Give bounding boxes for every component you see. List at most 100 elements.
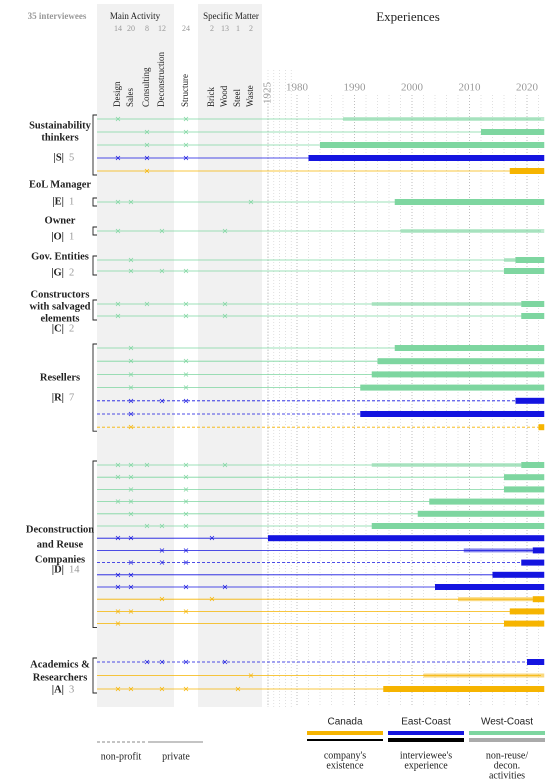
activity-mark: ×: [183, 473, 190, 482]
activity-mark: ×: [183, 396, 190, 405]
legend-style: non-profit: [101, 751, 142, 762]
experience-bar: [343, 117, 545, 121]
activity-mark: ×: [128, 509, 135, 518]
activity-mark: ×: [115, 534, 122, 543]
group-label: Resellers: [40, 372, 80, 383]
activity-mark: ×: [115, 227, 122, 236]
column-label: Sales: [125, 88, 135, 107]
bracket: [92, 255, 97, 276]
activity-mark: ×: [222, 300, 229, 309]
bracket: [92, 226, 97, 236]
legend-swatch: [388, 731, 464, 735]
activity-mark: ×: [183, 115, 190, 124]
year-label: 2010: [459, 82, 482, 94]
legend-kind: decon.: [494, 760, 520, 771]
activity-mark: ×: [183, 658, 190, 667]
activity-mark: ×: [128, 558, 135, 567]
activity-mark: ×: [183, 509, 190, 518]
activity-mark: ×: [159, 522, 166, 531]
experience-bar: [492, 571, 545, 578]
activity-mark: ×: [222, 658, 229, 667]
experience-bar: [400, 229, 545, 233]
activity-mark: ×: [183, 685, 190, 694]
activity-mark: ×: [128, 461, 135, 470]
activity-mark: ×: [144, 128, 151, 137]
group-code: |C|: [52, 323, 64, 334]
activity-mark: ×: [115, 198, 122, 207]
activity-mark: ×: [183, 154, 190, 163]
activity-mark: ×: [115, 619, 122, 628]
column-count: 20: [127, 24, 135, 33]
experience-bar: [504, 620, 545, 627]
column-label: Consulting: [141, 67, 151, 107]
group-label: Researchers: [33, 672, 88, 683]
activity-mark: ×: [235, 685, 242, 694]
experience-bar: [320, 142, 545, 148]
experience-bar: [509, 608, 545, 615]
experience-bar: [521, 313, 545, 319]
bracket: [92, 114, 97, 176]
experience-bar: [504, 258, 516, 262]
activity-mark: ×: [183, 312, 190, 321]
experience-bar: [532, 596, 545, 603]
experience-bar: [521, 301, 545, 307]
group-count: 5: [69, 152, 74, 163]
activity-mark: ×: [115, 300, 122, 309]
column-count: 13: [221, 24, 229, 33]
experience-bar: [458, 597, 533, 602]
activity-mark: ×: [144, 154, 151, 163]
activity-mark: ×: [128, 267, 135, 276]
group-count: 1: [69, 196, 74, 207]
activity-band: [97, 4, 174, 707]
legend-swatch: [307, 731, 383, 735]
group-label: Owner: [45, 215, 76, 226]
experience-bar: [463, 548, 533, 553]
experience-bar: [423, 673, 545, 678]
legend-style: private: [162, 751, 190, 762]
activity-mark: ×: [128, 685, 135, 694]
activity-mark: ×: [183, 141, 190, 150]
activity-mark: ×: [115, 312, 122, 321]
group-count: 2: [69, 323, 74, 334]
experience-bar: [521, 559, 545, 566]
experience-bar: [371, 371, 545, 378]
experience-bar: [515, 397, 545, 404]
activity-mark: ×: [128, 485, 135, 494]
specific-matter: Specific Matter: [203, 11, 259, 21]
activity-mark: ×: [144, 461, 151, 470]
year-label: 2020: [516, 82, 539, 94]
group-code: |D|: [52, 564, 64, 575]
activity-mark: ×: [183, 370, 190, 379]
year-label: 1980: [286, 82, 309, 94]
column-count: 2: [210, 24, 214, 33]
activity-mark: ×: [128, 607, 135, 616]
activity-mark: ×: [128, 570, 135, 579]
activity-mark: ×: [183, 485, 190, 494]
activity-mark: ×: [115, 583, 122, 592]
activity-mark: ×: [159, 595, 166, 604]
activity-mark: ×: [183, 497, 190, 506]
activity-mark: ×: [128, 396, 135, 405]
activity-mark: ×: [183, 128, 190, 137]
group-code: |S|: [54, 152, 64, 163]
legend-kind: existence: [326, 760, 364, 771]
activity-mark: ×: [115, 570, 122, 579]
experience-bar: [371, 302, 522, 306]
activity-mark: ×: [159, 267, 166, 276]
activity-mark: ×: [248, 671, 255, 680]
group-code: |G|: [51, 267, 64, 278]
activity-mark: ×: [115, 497, 122, 506]
activity-mark: ×: [183, 267, 190, 276]
activity-mark: ×: [183, 583, 190, 592]
experience-bar: [532, 547, 545, 554]
experience-bar: [383, 686, 545, 692]
activity-mark: ×: [115, 607, 122, 616]
activity-mark: ×: [222, 461, 229, 470]
interviewees: 35 interviewees: [28, 11, 87, 21]
column-count: 12: [158, 24, 166, 33]
activity-mark: ×: [222, 312, 229, 321]
legend-swatch: [469, 731, 545, 735]
experience-bar: [394, 199, 545, 205]
column-label: Steel: [232, 89, 242, 107]
activity-mark: ×: [159, 396, 166, 405]
